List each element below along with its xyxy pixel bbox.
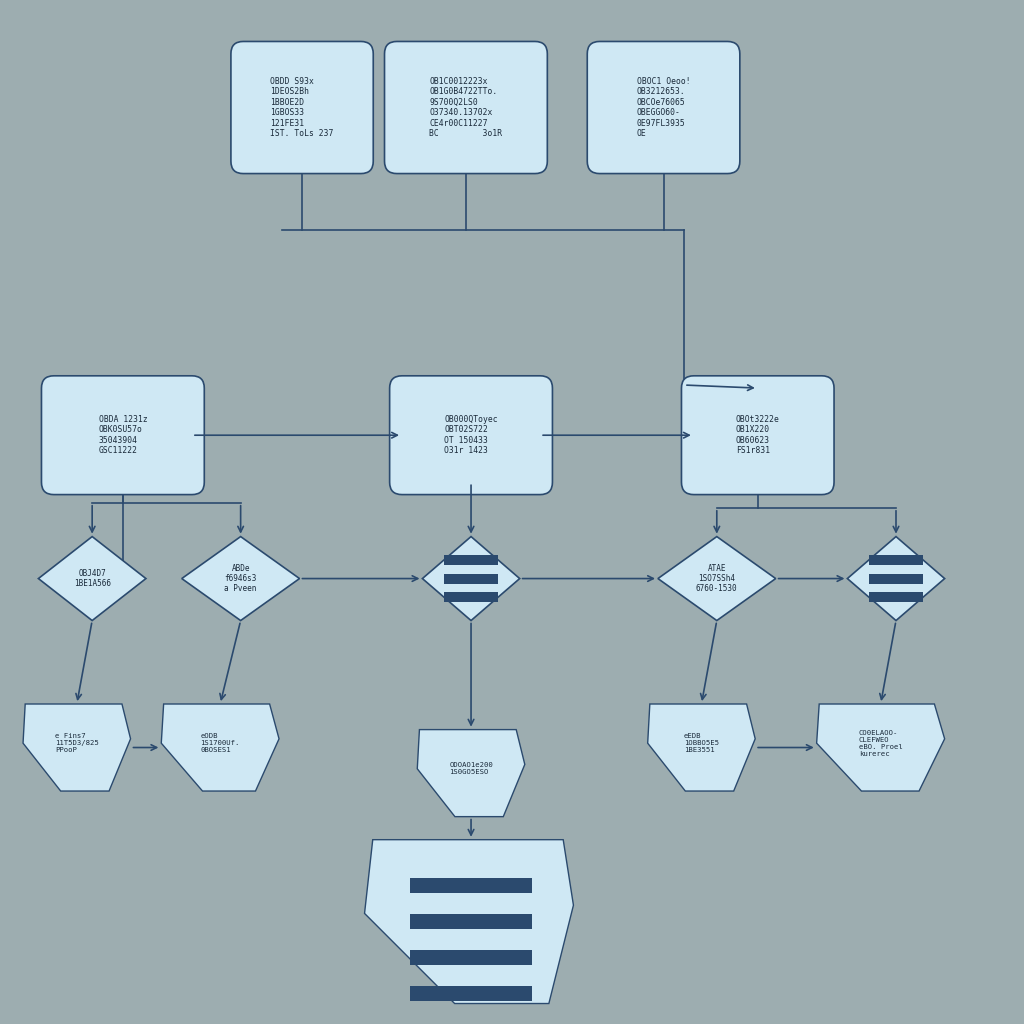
Text: CO0ELAOO-
CLEFWEO
eBO. Proel
kurerec: CO0ELAOO- CLEFWEO eBO. Proel kurerec bbox=[859, 730, 902, 757]
FancyBboxPatch shape bbox=[41, 376, 205, 495]
FancyBboxPatch shape bbox=[385, 41, 547, 173]
Polygon shape bbox=[648, 705, 756, 791]
Polygon shape bbox=[848, 537, 944, 621]
Text: OBJ4D7
1BE1A566: OBJ4D7 1BE1A566 bbox=[74, 569, 111, 588]
Polygon shape bbox=[39, 537, 145, 621]
FancyBboxPatch shape bbox=[410, 914, 532, 929]
Text: OBOt3222e
OB1X220
OB60623
FS1r831: OBOt3222e OB1X220 OB60623 FS1r831 bbox=[736, 415, 779, 456]
Polygon shape bbox=[423, 537, 520, 621]
FancyBboxPatch shape bbox=[588, 41, 739, 173]
FancyBboxPatch shape bbox=[444, 573, 498, 584]
Text: ATAE
1SO7SSh4
6760-1530: ATAE 1SO7SSh4 6760-1530 bbox=[696, 563, 737, 594]
FancyBboxPatch shape bbox=[230, 41, 373, 173]
FancyBboxPatch shape bbox=[444, 592, 498, 602]
Text: e Fins7
11T5D3/825
PPooP: e Fins7 11T5D3/825 PPooP bbox=[55, 733, 98, 754]
Text: OB1C0012223x
OB1G0B4722TTo.
9S700Q2LS0
O37340.13702x
CE4r00C11227
BC         3o1: OB1C0012223x OB1G0B4722TTo. 9S700Q2LS0 O… bbox=[429, 77, 503, 138]
FancyBboxPatch shape bbox=[869, 555, 923, 565]
Polygon shape bbox=[182, 537, 299, 621]
Text: OBDA 1231z
OBK0SU57o
35043904
GSC11222: OBDA 1231z OBK0SU57o 35043904 GSC11222 bbox=[98, 415, 147, 456]
Text: OBOC1 Oeoo!
OB3212653.
OBCOe76065
OBEGGO60-
0E97FL3935
OE: OBOC1 Oeoo! OB3212653. OBCOe76065 OBEGGO… bbox=[637, 77, 690, 138]
FancyBboxPatch shape bbox=[869, 592, 923, 602]
FancyBboxPatch shape bbox=[410, 986, 532, 1001]
Text: OB000QToyec
OBT02S722
OT 150433
O31r 1423: OB000QToyec OBT02S722 OT 150433 O31r 142… bbox=[444, 415, 498, 456]
Polygon shape bbox=[657, 537, 776, 621]
Text: eEDB
1OBBO5E5
1BE3551: eEDB 1OBBO5E5 1BE3551 bbox=[684, 733, 719, 754]
FancyBboxPatch shape bbox=[444, 555, 498, 565]
Text: OBDD S93x
1DEOS2Bh
1BBOE2D
1GBOS33
121FE31
IST. ToLs 237: OBDD S93x 1DEOS2Bh 1BBOE2D 1GBOS33 121FE… bbox=[270, 77, 334, 138]
Text: ABDe
f6946s3
a Pveen: ABDe f6946s3 a Pveen bbox=[224, 563, 257, 594]
Polygon shape bbox=[365, 840, 573, 1004]
Polygon shape bbox=[162, 705, 279, 791]
FancyBboxPatch shape bbox=[869, 573, 923, 584]
FancyBboxPatch shape bbox=[682, 376, 834, 495]
Polygon shape bbox=[418, 729, 525, 817]
Polygon shape bbox=[817, 705, 944, 791]
FancyBboxPatch shape bbox=[410, 950, 532, 965]
FancyBboxPatch shape bbox=[410, 879, 532, 893]
Text: eODB
1S1700Uf.
0BOSES1: eODB 1S1700Uf. 0BOSES1 bbox=[201, 733, 240, 754]
FancyBboxPatch shape bbox=[389, 376, 553, 495]
Text: ODOAO1e200
1S0GO5ESO: ODOAO1e200 1S0GO5ESO bbox=[450, 762, 493, 775]
Polygon shape bbox=[23, 705, 131, 791]
